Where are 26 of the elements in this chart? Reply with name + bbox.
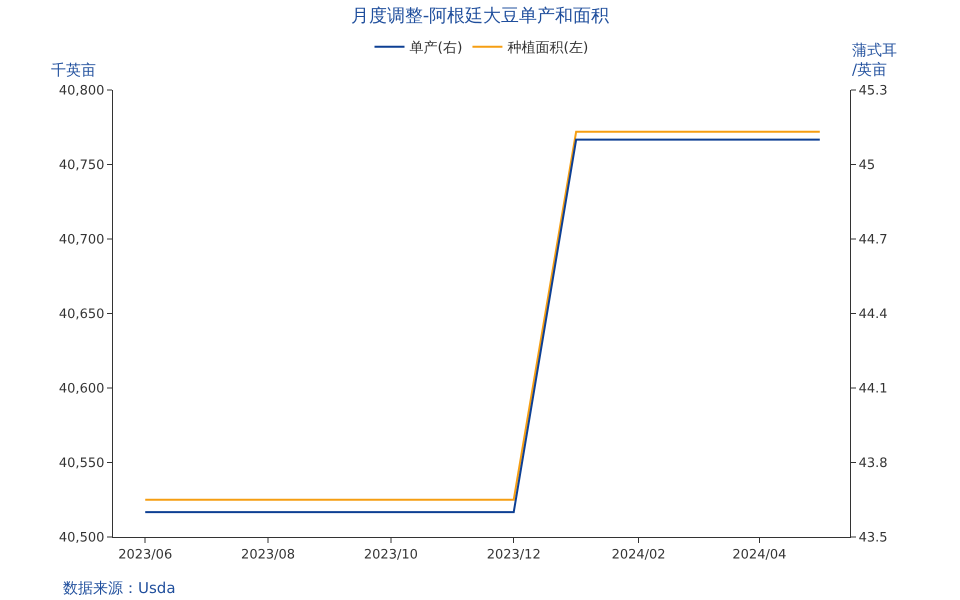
y-tick-label: 40,550 — [58, 456, 104, 472]
x-tick-label: 2024/04 — [732, 548, 786, 563]
chart-title: 月度调整-阿根廷大豆单产和面积 — [350, 6, 610, 27]
y-tick-label: 40,700 — [58, 232, 104, 248]
y2-axis-title: 蒲式耳 /英亩 — [852, 41, 897, 78]
legend-label: 单产(右) — [410, 40, 462, 56]
y-tick-label: 40,650 — [58, 307, 104, 322]
y2-tick-label: 44.7 — [858, 232, 888, 248]
y2-tick-label: 43.8 — [858, 456, 888, 472]
y2-tick-label: 44.4 — [858, 307, 888, 322]
legend-label: 种植面积(左) — [507, 40, 588, 56]
y-axis-title: 千英亩 — [51, 61, 96, 79]
x-tick-label: 2024/02 — [612, 548, 666, 563]
y-tick-label: 40,500 — [58, 530, 104, 546]
y-tick-label: 40,800 — [58, 84, 104, 99]
y2-tick-label: 43.5 — [858, 530, 888, 546]
y2-tick-label: 45 — [858, 158, 876, 174]
x-tick-label: 2023/08 — [241, 548, 296, 563]
y2-tick-label: 44.1 — [858, 382, 888, 397]
y-tick-label: 40,600 — [58, 382, 104, 397]
y-tick-label: 40,750 — [58, 158, 104, 174]
source-note: 数据来源：Usda — [63, 579, 176, 597]
x-tick-label: 2023/10 — [364, 548, 418, 563]
x-tick-label: 2023/12 — [486, 548, 541, 563]
y2-tick-label: 45.3 — [858, 84, 888, 99]
x-tick-label: 2023/06 — [118, 548, 172, 563]
